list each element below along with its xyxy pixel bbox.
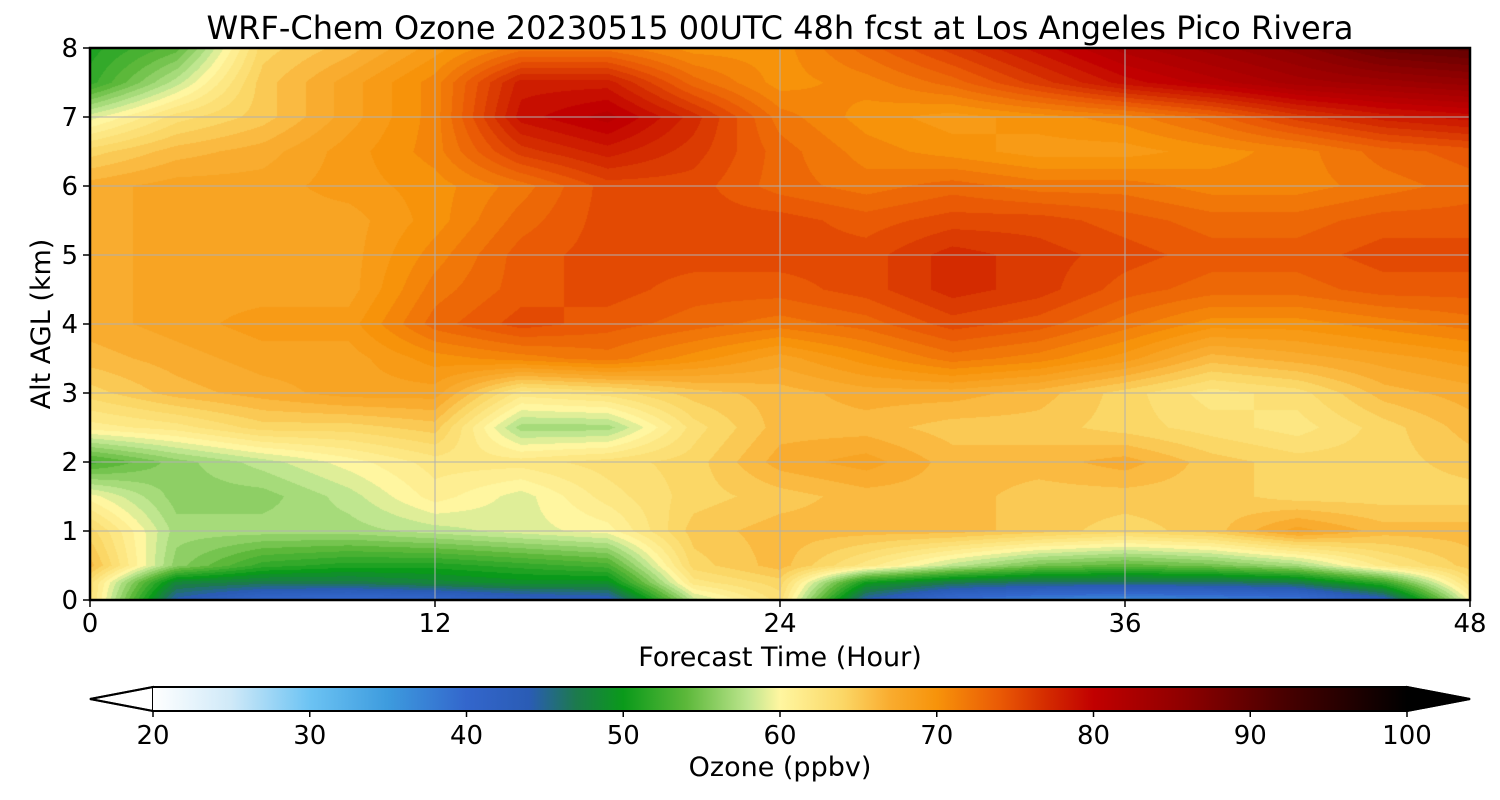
colorbar-tick-label: 80 xyxy=(1077,721,1110,751)
y-tick-label: 6 xyxy=(61,172,78,202)
y-tick-label: 3 xyxy=(61,379,78,409)
y-tick-label: 8 xyxy=(61,34,78,64)
y-tick-label: 0 xyxy=(61,586,78,616)
x-tick-label: 36 xyxy=(1108,609,1141,639)
chart-title: WRF-Chem Ozone 20230515 00UTC 48h fcst a… xyxy=(207,9,1354,47)
y-tick-label: 4 xyxy=(61,310,78,340)
colorbar-ticks: 20 30 40 50 60 70 80 90 100 xyxy=(136,711,1432,751)
colorbar-bar xyxy=(153,687,1407,711)
colorbar-tick-label: 70 xyxy=(920,721,953,751)
x-axis-label: Forecast Time (Hour) xyxy=(638,642,922,673)
colorbar-tick-label: 100 xyxy=(1382,721,1432,751)
x-tick-label: 0 xyxy=(82,609,99,639)
colorbar-tick-label: 50 xyxy=(607,721,640,751)
colorbar-extend-max xyxy=(1406,685,1471,713)
colorbar-label: Ozone (ppbv) xyxy=(689,752,872,783)
colorbar-tick-label: 90 xyxy=(1234,721,1267,751)
x-tick-label: 12 xyxy=(418,609,451,639)
y-axis-label: Alt AGL (km) xyxy=(26,239,57,410)
x-tick-label: 48 xyxy=(1453,609,1486,639)
colorbar-tick-label: 40 xyxy=(450,721,483,751)
x-tick-label: 24 xyxy=(763,609,796,639)
colorbar: 20 30 40 50 60 70 80 90 100 Ozone (ppbv) xyxy=(89,685,1471,783)
colorbar-tick-label: 20 xyxy=(136,721,169,751)
y-tick-label: 5 xyxy=(61,241,78,271)
y-tick-label: 2 xyxy=(61,448,78,478)
colorbar-extend-min xyxy=(89,685,154,713)
colorbar-tick-label: 60 xyxy=(763,721,796,751)
y-tick-label: 7 xyxy=(61,103,78,133)
colorbar-tick-label: 30 xyxy=(293,721,326,751)
y-tick-label: 1 xyxy=(61,517,78,547)
